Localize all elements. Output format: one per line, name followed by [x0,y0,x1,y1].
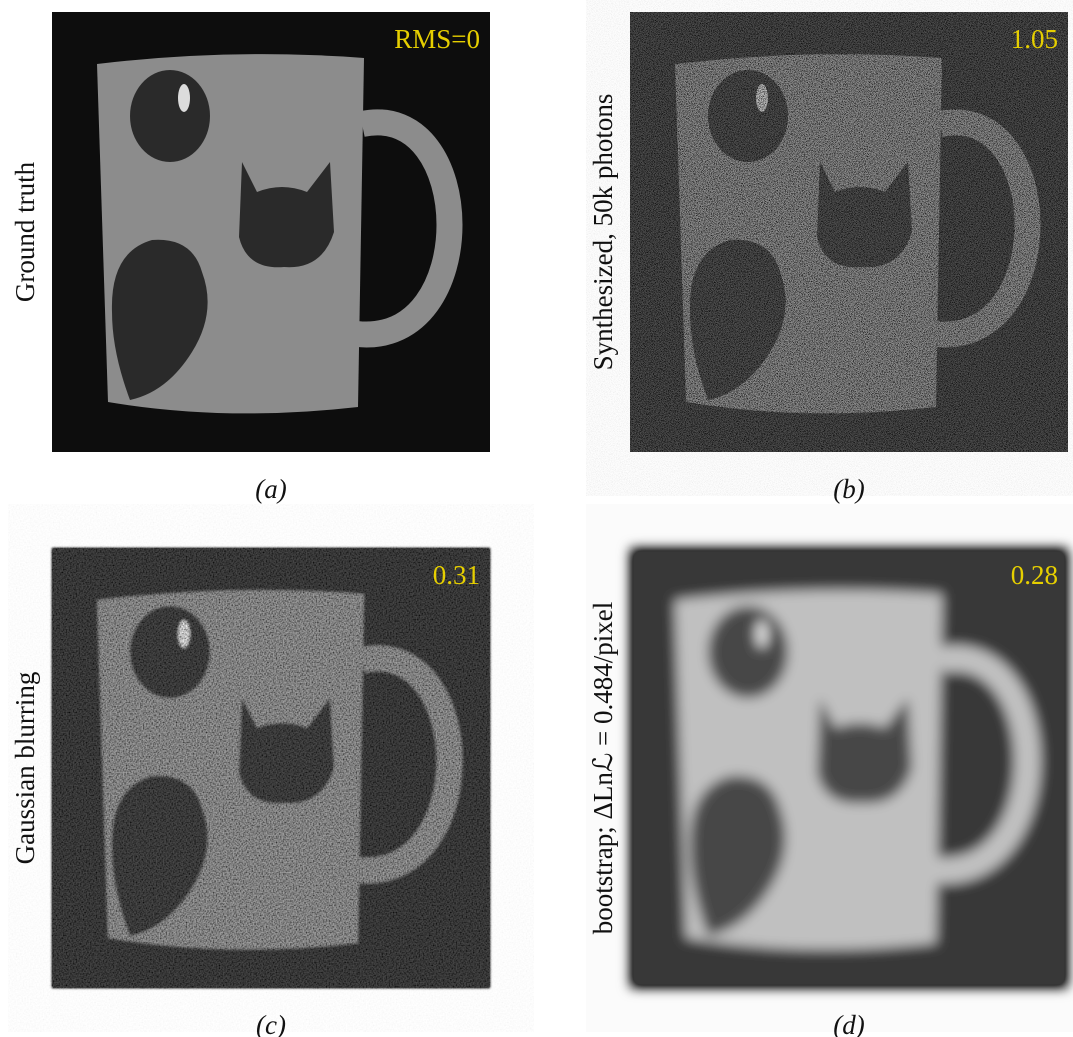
rms-label: 0.28 [1011,560,1058,590]
panel: 0.28 (d) bootstrap; ΔLnℒ = 0.484/pixel [588,548,1068,1037]
panel-image [630,548,1068,988]
side-label: Gaussian blurring [10,672,40,865]
panel-caption: (d) [833,1010,864,1037]
panel-image [52,12,490,452]
panel-image [52,548,490,988]
rms-label: 0.31 [433,560,480,590]
rms-label: 1.05 [1011,24,1058,54]
panel-image [630,12,1068,452]
panel: 0.31 (c) Gaussian blurring [10,548,490,1037]
panel-caption: (c) [256,1010,286,1037]
panel: RMS=0 (a) Ground truth [10,12,490,504]
panel: 1.05 (b) Synthesized, 50k photons [588,12,1068,504]
panel-caption: (a) [255,474,286,504]
panel-caption: (b) [833,474,864,504]
rms-label: RMS=0 [394,24,480,54]
side-label: bootstrap; ΔLnℒ = 0.484/pixel [588,602,618,935]
side-label: Ground truth [10,161,40,302]
figure: RMS=0 (a) Ground truth 1.05 (b) Synthesized, … [0,0,1073,1037]
side-label: Synthesized, 50k photons [588,94,618,371]
